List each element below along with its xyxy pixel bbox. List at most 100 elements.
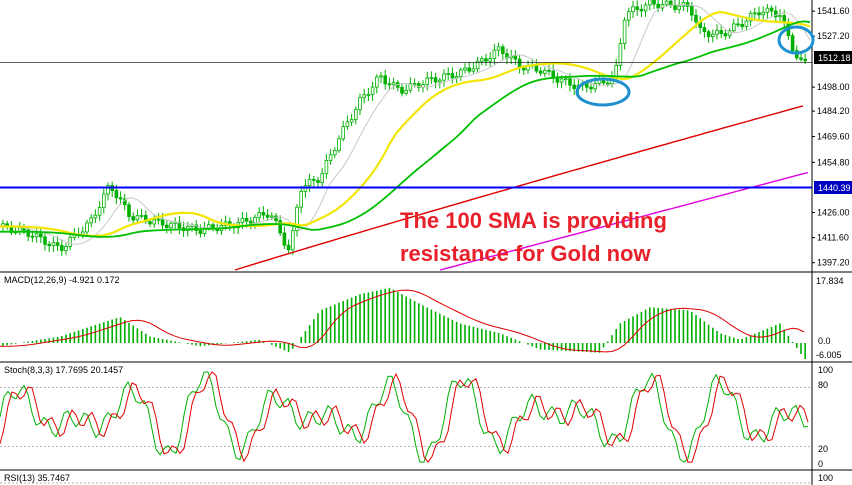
- candlestick: [719, 24, 723, 39]
- candle-body: [622, 19, 627, 44]
- candlestick: [332, 147, 337, 159]
- candlestick: [433, 72, 438, 89]
- candle-body: [690, 6, 694, 16]
- candlestick: [458, 67, 463, 81]
- candle-body: [341, 126, 345, 140]
- candle-body: [753, 12, 757, 15]
- candlestick: [60, 239, 64, 256]
- candle-body: [345, 121, 350, 127]
- candle-body: [68, 236, 73, 247]
- candle-body: [198, 230, 203, 234]
- candlestick: [555, 72, 560, 88]
- candle-body: [295, 206, 299, 232]
- candle-body: [383, 75, 387, 85]
- sma-800-line: [439, 171, 809, 271]
- candle-body: [47, 243, 51, 247]
- candlestick: [753, 7, 757, 20]
- candle-body: [677, 5, 681, 10]
- candlestick: [164, 220, 169, 234]
- stoch-panel: Stoch(8,3,3) 17.7695 20.1457 100 80 20 0: [0, 365, 852, 471]
- candle-body: [102, 193, 106, 208]
- candlestick: [379, 71, 383, 84]
- candlestick: [740, 18, 744, 31]
- candlestick: [135, 209, 140, 224]
- candle-body: [416, 83, 421, 88]
- candle-body: [492, 49, 497, 59]
- candlestick: [488, 52, 492, 67]
- candlestick: [450, 67, 455, 84]
- candle-body: [97, 207, 102, 216]
- candle-body: [286, 244, 291, 251]
- candle-body: [135, 215, 140, 221]
- candlestick: [64, 243, 68, 256]
- candlestick: [311, 175, 316, 187]
- candle-body: [778, 15, 782, 18]
- candle-body: [374, 76, 379, 88]
- sma-100-line: [0, 20, 811, 238]
- sma-20-line: [0, 4, 811, 245]
- candlestick: [736, 17, 740, 28]
- candle-body: [370, 86, 375, 95]
- candle-body: [614, 64, 618, 78]
- candle-body: [664, 0, 669, 5]
- candle-body: [702, 27, 707, 33]
- candle-body: [740, 24, 744, 27]
- price-tick-label: 1484.20: [817, 106, 850, 116]
- candlestick: [496, 42, 501, 57]
- candle-body: [757, 12, 761, 16]
- candle-body: [290, 230, 295, 251]
- candle-body: [328, 154, 333, 161]
- candlestick: [715, 24, 719, 40]
- candle-body: [64, 245, 68, 251]
- candlestick: [370, 81, 375, 101]
- candle-body: [358, 96, 362, 110]
- candlestick: [572, 78, 576, 95]
- candlestick: [324, 154, 329, 179]
- candle-body: [593, 82, 597, 90]
- candlestick: [635, 0, 639, 16]
- candle-body: [353, 109, 358, 120]
- candle-body: [538, 70, 543, 74]
- candlestick: [429, 71, 434, 85]
- candle-body: [446, 73, 450, 75]
- candle-body: [732, 23, 736, 32]
- candle-body: [555, 77, 560, 83]
- candle-body: [522, 67, 526, 71]
- support-price-tag: 1440.39: [814, 181, 852, 194]
- candle-body: [408, 83, 413, 91]
- candle-body: [652, 0, 656, 5]
- candle-body: [559, 78, 564, 83]
- candle-body: [589, 86, 593, 90]
- candle-body: [26, 229, 30, 237]
- candle-body: [635, 6, 639, 10]
- candlestick: [366, 87, 371, 101]
- candlestick: [618, 38, 623, 71]
- candlestick: [677, 0, 681, 14]
- candlestick: [391, 77, 396, 90]
- price-tick-label: 1397.20: [817, 258, 850, 268]
- candle-body: [744, 20, 749, 27]
- candle-body: [639, 8, 644, 12]
- candlestick: [463, 63, 467, 74]
- candlestick: [320, 168, 324, 189]
- candle-body: [618, 43, 623, 66]
- candlestick: [648, 0, 652, 11]
- candlestick: [765, 4, 770, 19]
- annotation-line-2: resistance for Gold now: [400, 241, 651, 266]
- candle-body: [648, 0, 652, 6]
- stoch-tick-80: 80: [818, 380, 828, 390]
- candlestick: [89, 214, 94, 228]
- candle-body: [715, 30, 719, 35]
- candle-body: [769, 7, 774, 12]
- candlestick: [757, 6, 761, 21]
- candlestick: [374, 74, 379, 94]
- candle-body: [391, 82, 396, 86]
- candle-body: [442, 73, 446, 81]
- candle-body: [400, 86, 404, 94]
- candlestick: [652, 0, 656, 10]
- candlestick: [362, 88, 366, 104]
- candle-body: [114, 190, 119, 199]
- candlestick: [85, 219, 89, 236]
- candle-body: [106, 185, 110, 195]
- candlestick: [349, 113, 354, 127]
